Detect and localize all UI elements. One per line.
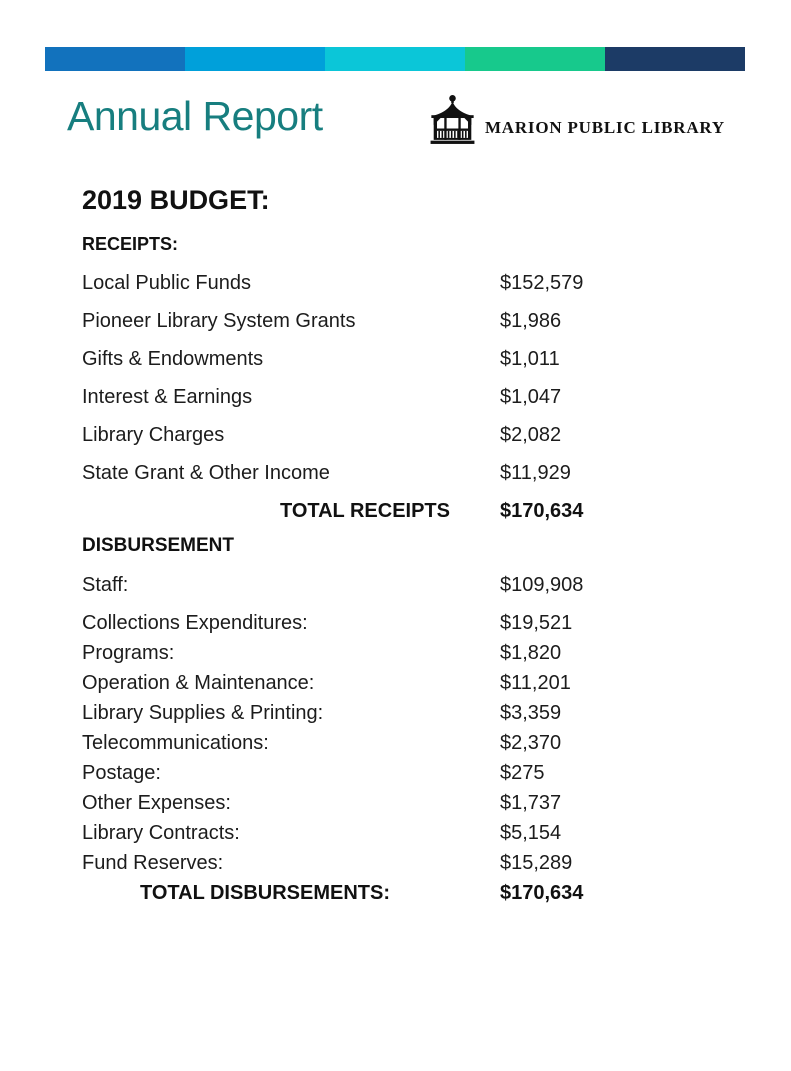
row-value: $1,011 bbox=[500, 348, 560, 370]
disbursement-row: Operation & Maintenance: $11,201 bbox=[82, 671, 725, 695]
disbursement-row: Library Contracts: $5,154 bbox=[82, 821, 725, 845]
bar-segment-blue bbox=[45, 47, 185, 71]
receipt-row: State Grant & Other Income $11,929 bbox=[82, 461, 725, 485]
receipt-row: Gifts & Endowments $1,011 bbox=[82, 347, 725, 371]
row-label: Gifts & Endowments bbox=[82, 348, 264, 370]
row-label: Programs: bbox=[82, 642, 175, 664]
row-value: $3,359 bbox=[500, 702, 562, 724]
receipt-row: Local Public Funds $152,579 bbox=[82, 271, 725, 295]
row-label: Fund Reserves: bbox=[82, 852, 224, 874]
row-value: $1,737 bbox=[500, 792, 562, 814]
row-value: $2,370 bbox=[500, 732, 562, 754]
page-header: Annual Report MARION PUBLIC LIBRARY bbox=[67, 92, 725, 145]
row-value: $1,820 bbox=[500, 642, 562, 664]
row-value: $11,201 bbox=[500, 672, 571, 694]
row-label: State Grant & Other Income bbox=[82, 462, 330, 484]
row-label: Telecommunications: bbox=[82, 732, 269, 754]
page-title: Annual Report bbox=[67, 93, 323, 139]
disbursement-row: Programs: $1,820 bbox=[82, 641, 725, 665]
bar-segment-navy bbox=[605, 47, 745, 71]
row-label: Local Public Funds bbox=[82, 272, 251, 294]
receipts-heading: RECEIPTS: bbox=[82, 234, 179, 254]
budget-heading: 2019 BUDGET: bbox=[82, 185, 270, 215]
row-label: Library Supplies & Printing: bbox=[82, 702, 324, 724]
bar-segment-cyan bbox=[325, 47, 465, 71]
total-disbursements-value: $170,634 bbox=[500, 882, 584, 904]
library-logo: MARION PUBLIC LIBRARY bbox=[429, 94, 725, 145]
disbursement-row: Collections Expenditures: $19,521 bbox=[82, 611, 725, 635]
row-value: $5,154 bbox=[500, 822, 562, 844]
row-label: Postage: bbox=[82, 762, 161, 784]
row-value: $19,521 bbox=[500, 612, 573, 634]
row-value: $15,289 bbox=[500, 852, 573, 874]
row-label: Pioneer Library System Grants bbox=[82, 310, 356, 332]
row-label: Library Charges bbox=[82, 424, 225, 446]
disbursement-row: Telecommunications: $2,370 bbox=[82, 731, 725, 755]
disbursement-row: Other Expenses: $1,737 bbox=[82, 791, 725, 815]
row-label: Collections Expenditures: bbox=[82, 612, 308, 634]
row-value: $11,929 bbox=[500, 462, 571, 484]
row-value: $275 bbox=[500, 762, 545, 784]
disbursement-row: Staff: $109,908 bbox=[82, 573, 725, 597]
disbursement-row: Postage: $275 bbox=[82, 761, 725, 785]
row-label: Operation & Maintenance: bbox=[82, 672, 315, 694]
budget-report: 2019 BUDGET: RECEIPTS: Local Public Fund… bbox=[82, 185, 725, 905]
row-label: Other Expenses: bbox=[82, 792, 231, 814]
row-value: $152,579 bbox=[500, 272, 584, 294]
disbursement-row: Fund Reserves: $15,289 bbox=[82, 851, 725, 875]
receipt-row: Interest & Earnings $1,047 bbox=[82, 385, 725, 409]
library-name: MARION PUBLIC LIBRARY bbox=[484, 118, 725, 137]
bar-segment-green bbox=[465, 47, 605, 71]
row-value: $1,047 bbox=[500, 386, 562, 408]
receipt-row: Library Charges $2,082 bbox=[82, 423, 725, 447]
row-label: Staff: bbox=[82, 574, 129, 596]
total-receipts-label: TOTAL RECEIPTS bbox=[279, 500, 450, 522]
gazebo-icon bbox=[430, 95, 475, 144]
total-disbursements-row: TOTAL DISBURSEMENTS: $170,634 bbox=[82, 881, 725, 905]
row-value: $2,082 bbox=[500, 424, 562, 446]
total-receipts-row: TOTAL RECEIPTS $170,634 bbox=[82, 499, 725, 523]
row-value: $109,908 bbox=[500, 574, 584, 596]
total-receipts-value: $170,634 bbox=[500, 500, 584, 522]
row-label: Library Contracts: bbox=[82, 822, 240, 844]
row-value: $1,986 bbox=[500, 310, 562, 332]
receipt-row: Pioneer Library System Grants $1,986 bbox=[82, 309, 725, 333]
total-disbursements-label: TOTAL DISBURSEMENTS: bbox=[139, 882, 390, 904]
disbursement-heading: DISBURSEMENT bbox=[82, 535, 235, 556]
row-label: Interest & Earnings bbox=[82, 386, 253, 408]
accent-color-bar bbox=[45, 47, 745, 71]
disbursement-row: Library Supplies & Printing: $3,359 bbox=[82, 701, 725, 725]
bar-segment-lightblue bbox=[185, 47, 325, 71]
